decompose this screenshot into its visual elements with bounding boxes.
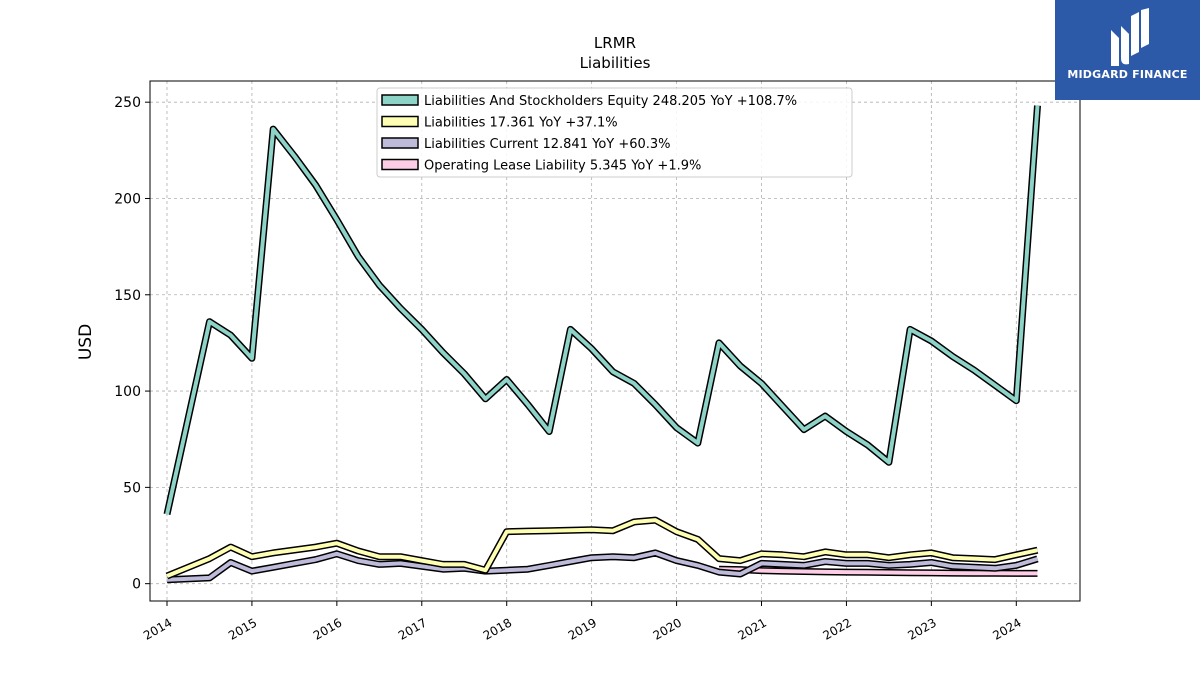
y-tick-label: 100 xyxy=(114,384,141,400)
x-tick-label: 2017 xyxy=(396,615,429,642)
legend-label: Liabilities Current 12.841 YoY +60.3% xyxy=(424,137,671,152)
series-operating-lease-liability xyxy=(718,565,1038,577)
x-tick-label: 2018 xyxy=(481,615,514,642)
x-tick-label: 2022 xyxy=(820,615,853,642)
x-tick-label: 2023 xyxy=(905,615,938,642)
legend-swatch xyxy=(381,94,419,106)
y-tick-label: 150 xyxy=(114,288,141,304)
legend-label: Liabilities 17.361 YoY +37.1% xyxy=(424,116,618,131)
x-tick-label: 2016 xyxy=(311,615,344,642)
y-tick-label: 50 xyxy=(123,480,141,496)
legend-swatch xyxy=(381,158,419,171)
x-tick-label: 2020 xyxy=(651,615,684,642)
y-tick-label: 200 xyxy=(114,191,141,207)
series-line xyxy=(166,550,1039,582)
y-tick-label: 0 xyxy=(132,577,141,593)
legend-label: Liabilities And Stockholders Equity 248.… xyxy=(424,94,797,109)
series-layer xyxy=(163,105,1041,584)
chart-title: LRMR xyxy=(594,34,636,52)
x-tick-label: 2021 xyxy=(736,615,769,642)
series-line xyxy=(165,105,1040,515)
series-line xyxy=(718,567,1038,576)
x-tick-label: 2014 xyxy=(141,615,174,642)
series-line xyxy=(166,518,1038,578)
plot-frame xyxy=(149,80,1081,602)
y-tick-label: 250 xyxy=(114,95,141,111)
chart-subtitle: Liabilities xyxy=(580,54,651,72)
series-liabilities-current xyxy=(166,549,1039,584)
legend-box xyxy=(376,87,853,178)
legend-swatch xyxy=(381,115,419,128)
legend: Liabilities And Stockholders Equity 248.… xyxy=(376,87,853,178)
midgard-logo-icon xyxy=(1111,8,1149,66)
x-tick-label: 2019 xyxy=(566,615,599,642)
series-liabilities-and-stockholders-equity xyxy=(163,105,1041,516)
x-tick-label: 2024 xyxy=(990,615,1023,642)
brand-logo: MIDGARD FINANCE xyxy=(1055,0,1200,100)
x-tick-label: 2015 xyxy=(226,615,259,642)
legend-label: Operating Lease Liability 5.345 YoY +1.9… xyxy=(424,159,701,174)
logo-text: MIDGARD FINANCE xyxy=(1067,68,1188,81)
legend-swatch xyxy=(381,137,419,149)
series-liabilities xyxy=(165,516,1039,580)
y-axis-label: USD xyxy=(76,324,96,360)
